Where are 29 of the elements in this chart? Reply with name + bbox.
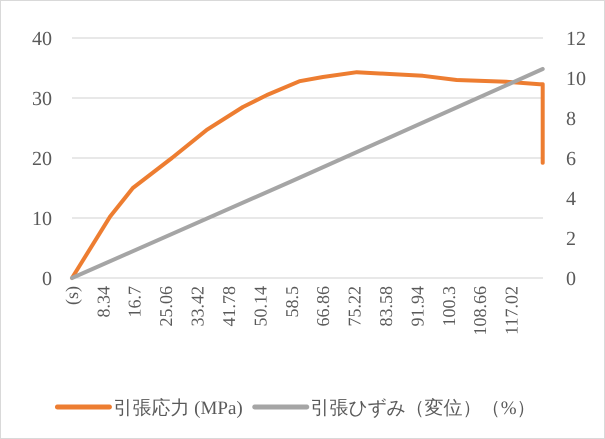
- x-tick-label: 16.7: [124, 286, 145, 318]
- x-tick-label: 83.58: [376, 286, 396, 326]
- y-tick-label: 0: [42, 268, 52, 290]
- y2-tick-label: 12: [566, 28, 586, 50]
- y2-tick-label: 0: [566, 268, 576, 290]
- legend-label: 引張応力 (MPa): [113, 397, 243, 419]
- x-tick-label: 75.22: [344, 286, 365, 326]
- x-tick-label: 41.78: [218, 286, 239, 326]
- x-tick-label: 100.3: [438, 286, 459, 326]
- x-tick-label: 66.86: [313, 286, 334, 326]
- x-tick-label: 108.66: [470, 286, 490, 336]
- y2-tick-label: 4: [566, 188, 576, 210]
- x-tick-label: 50.14: [250, 286, 270, 326]
- y-tick-label: 10: [32, 208, 52, 230]
- x-tick-label: 33.42: [188, 286, 208, 326]
- y2-tick-label: 6: [566, 148, 576, 170]
- x-tick-label: 91.94: [407, 286, 428, 326]
- y2-tick-label: 10: [566, 68, 586, 90]
- y2-tick-label: 8: [566, 108, 576, 130]
- y-tick-label: 40: [32, 28, 52, 50]
- y-tick-label: 30: [32, 88, 52, 110]
- y-tick-label: 20: [32, 148, 52, 170]
- x-tick-label: 117.02: [502, 286, 522, 335]
- x-tick-label: 25.06: [156, 286, 176, 326]
- x-tick-label: 58.5: [282, 286, 302, 318]
- y2-tick-label: 2: [566, 228, 576, 250]
- x-tick-label: 8.34: [93, 286, 114, 318]
- x-tick-label: (s): [62, 286, 82, 305]
- legend-label: 引張ひずみ（変位）（%）: [310, 397, 536, 419]
